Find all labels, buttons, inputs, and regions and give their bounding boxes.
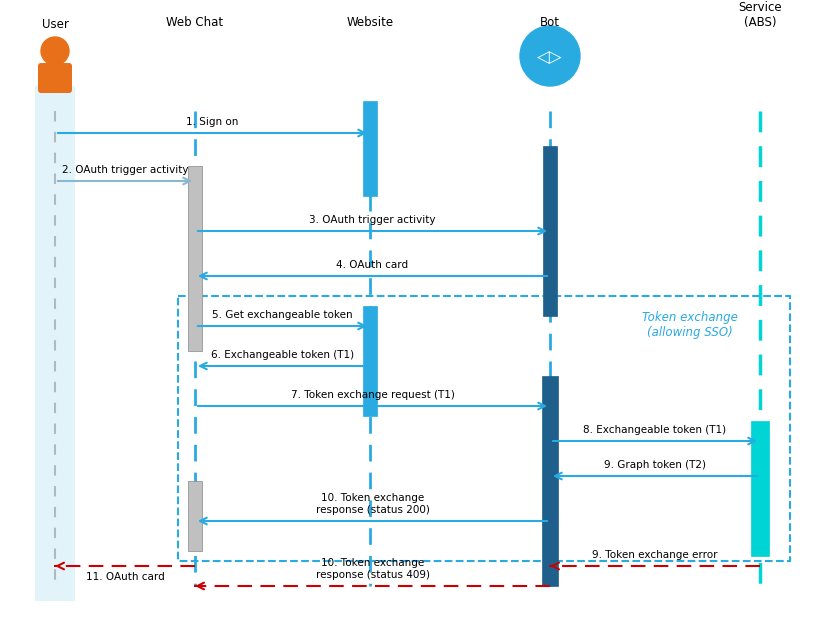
Text: 8. Exchangeable token (T1): 8. Exchangeable token (T1) (583, 425, 726, 435)
Bar (543, 146, 557, 316)
Text: 10. Token exchange
response (status 409): 10. Token exchange response (status 409) (315, 559, 429, 580)
Text: 1. Sign on: 1. Sign on (186, 117, 239, 127)
Text: Azure Bot
Service
(ABS): Azure Bot Service (ABS) (731, 0, 788, 29)
Text: Token exchange
(allowing SSO): Token exchange (allowing SSO) (642, 311, 738, 339)
Bar (542, 376, 558, 586)
Text: User: User (42, 18, 68, 31)
Text: 4. OAuth card: 4. OAuth card (336, 260, 408, 270)
Circle shape (41, 37, 69, 65)
Text: 7. Token exchange request (T1): 7. Token exchange request (T1) (290, 390, 455, 400)
Text: 6. Exchangeable token (T1): 6. Exchangeable token (T1) (211, 350, 354, 360)
Text: 11. OAuth card: 11. OAuth card (85, 572, 164, 582)
Bar (35, 86, 75, 601)
Text: ◁▷: ◁▷ (537, 49, 563, 67)
Bar (188, 481, 202, 551)
Text: 2. OAuth trigger activity: 2. OAuth trigger activity (61, 165, 188, 175)
Bar (751, 421, 769, 556)
Text: 9. Token exchange error: 9. Token exchange error (593, 550, 718, 560)
Circle shape (520, 26, 580, 86)
Bar (188, 166, 202, 351)
Bar (363, 306, 377, 416)
Text: 10. Token exchange
response (status 200): 10. Token exchange response (status 200) (315, 493, 429, 515)
Text: Web Chat: Web Chat (167, 16, 223, 29)
Text: 3. OAuth trigger activity: 3. OAuth trigger activity (310, 215, 436, 225)
Text: 5. Get exchangeable token: 5. Get exchangeable token (212, 310, 353, 320)
FancyBboxPatch shape (38, 63, 72, 93)
Text: Bot: Bot (540, 16, 560, 29)
Text: 9. Graph token (T2): 9. Graph token (T2) (604, 460, 706, 470)
Bar (363, 101, 377, 196)
Text: Website: Website (346, 16, 393, 29)
